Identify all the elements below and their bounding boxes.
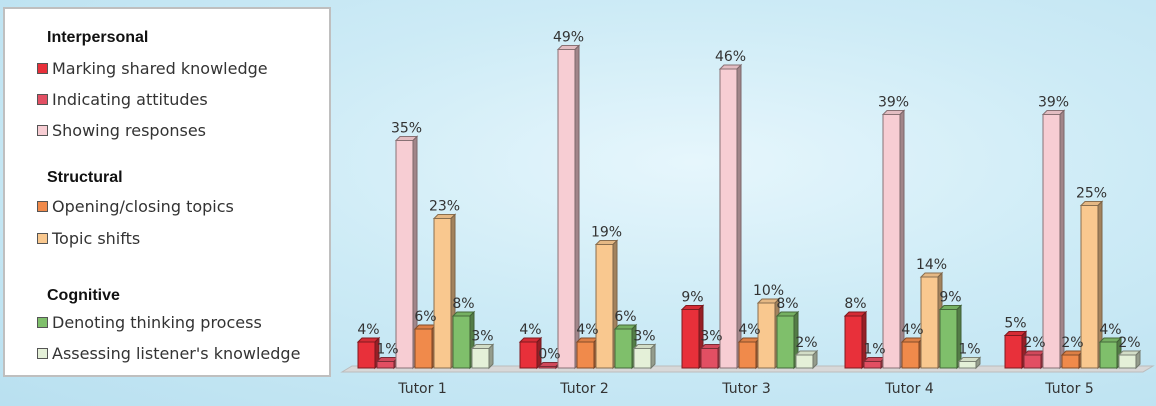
data-label: 35% bbox=[391, 121, 422, 137]
data-label: 23% bbox=[429, 199, 460, 215]
data-label: 4% bbox=[357, 322, 379, 338]
legend-label: Marking shared knowledge bbox=[52, 59, 268, 78]
bar bbox=[957, 356, 982, 370]
bar bbox=[1079, 200, 1104, 370]
bar bbox=[843, 310, 868, 370]
bar bbox=[919, 271, 944, 370]
data-label: 6% bbox=[614, 309, 636, 325]
bar bbox=[518, 336, 543, 370]
labels-layer: 4% 1% 35% 6% 23% 8% 3% 4% 0% 49% 4% 19% 6% 3% 9% 3% 46% 4… bbox=[357, 30, 1140, 363]
category-tick-label: Tutor 3 bbox=[721, 381, 770, 397]
category-tick-label: Tutor 4 bbox=[884, 381, 934, 397]
legend-group-title: Structural bbox=[47, 169, 123, 186]
category-axis: Tutor 1 Tutor 2 Tutor 3 Tutor 4 Tutor 5 bbox=[397, 381, 1093, 397]
legend-item: Showing responses bbox=[37, 121, 206, 140]
data-label: 4% bbox=[901, 322, 923, 338]
data-label: 5% bbox=[1004, 316, 1026, 332]
data-label: 1% bbox=[376, 342, 398, 358]
legend-label: Assessing listener's knowledge bbox=[52, 344, 301, 363]
legend-swatch bbox=[37, 125, 48, 136]
bar bbox=[938, 304, 963, 370]
data-label: 2% bbox=[795, 335, 817, 351]
data-label: 14% bbox=[916, 257, 947, 273]
data-label: 9% bbox=[681, 290, 703, 306]
legend-item: Assessing listener's knowledge bbox=[37, 344, 300, 363]
data-label: 3% bbox=[471, 329, 493, 345]
data-label: 8% bbox=[776, 296, 798, 312]
legend-swatch bbox=[37, 201, 48, 212]
legend: Interpersonal Marking shared knowledge I… bbox=[3, 7, 331, 377]
legend-item: Marking shared knowledge bbox=[37, 59, 268, 78]
bars-layer bbox=[356, 44, 1142, 370]
data-label: 3% bbox=[633, 329, 655, 345]
legend-swatch bbox=[37, 317, 48, 328]
bar bbox=[1117, 349, 1142, 370]
legend-label: Denoting thinking process bbox=[52, 313, 262, 332]
data-label: 2% bbox=[1118, 335, 1140, 351]
data-label: 4% bbox=[576, 322, 598, 338]
data-label: 3% bbox=[700, 329, 722, 345]
legend-label: Showing responses bbox=[52, 121, 207, 140]
bar bbox=[699, 343, 724, 370]
legend-swatch bbox=[37, 63, 48, 74]
legend-item: Denoting thinking process bbox=[37, 313, 262, 332]
category-tick-label: Tutor 2 bbox=[559, 381, 608, 397]
legend-item: Indicating attitudes bbox=[37, 90, 208, 109]
bar bbox=[900, 336, 925, 370]
data-label: 4% bbox=[738, 322, 760, 338]
data-label: 10% bbox=[753, 283, 784, 299]
legend-group-title: Cognitive bbox=[47, 287, 120, 304]
data-label: 8% bbox=[452, 296, 474, 312]
bar bbox=[775, 310, 800, 370]
legend-group-title: Interpersonal bbox=[47, 29, 149, 46]
legend-swatch bbox=[37, 348, 48, 359]
data-label: 2% bbox=[1023, 335, 1045, 351]
bar bbox=[737, 336, 762, 370]
bar bbox=[594, 239, 619, 370]
bar bbox=[413, 323, 438, 370]
data-label: 2% bbox=[1061, 335, 1083, 351]
bar bbox=[794, 349, 819, 370]
legend-swatch bbox=[37, 94, 48, 105]
data-label: 8% bbox=[844, 296, 866, 312]
legend-label: Topic shifts bbox=[52, 229, 141, 248]
data-label: 25% bbox=[1076, 186, 1107, 202]
bar bbox=[537, 361, 562, 370]
data-label: 0% bbox=[538, 347, 560, 363]
legend-item: Topic shifts bbox=[37, 229, 140, 248]
data-label: 1% bbox=[958, 342, 980, 358]
legend-swatch bbox=[37, 233, 48, 244]
bar bbox=[1022, 349, 1047, 370]
bar bbox=[556, 44, 581, 370]
data-label: 39% bbox=[1038, 95, 1069, 111]
bar bbox=[862, 356, 887, 370]
data-label: 4% bbox=[1099, 322, 1121, 338]
data-label: 9% bbox=[939, 290, 961, 306]
data-label: 49% bbox=[553, 30, 584, 46]
bar bbox=[1060, 349, 1085, 370]
bar bbox=[632, 343, 657, 370]
bar bbox=[1041, 109, 1066, 370]
data-label: 39% bbox=[878, 95, 909, 111]
data-label: 46% bbox=[715, 49, 746, 65]
bar bbox=[575, 336, 600, 370]
legend-item: Opening/closing topics bbox=[37, 197, 234, 216]
category-tick-label: Tutor 5 bbox=[1044, 381, 1093, 397]
data-label: 6% bbox=[414, 309, 436, 325]
legend-label: Opening/closing topics bbox=[52, 197, 234, 216]
bar bbox=[375, 356, 400, 370]
data-label: 19% bbox=[591, 225, 622, 241]
category-tick-label: Tutor 1 bbox=[397, 381, 446, 397]
bar bbox=[470, 343, 495, 370]
bar bbox=[881, 109, 906, 370]
data-label: 1% bbox=[863, 342, 885, 358]
bar bbox=[432, 213, 457, 370]
bar bbox=[718, 63, 743, 370]
data-label: 4% bbox=[519, 322, 541, 338]
legend-label: Indicating attitudes bbox=[52, 90, 208, 109]
bar bbox=[394, 135, 419, 370]
